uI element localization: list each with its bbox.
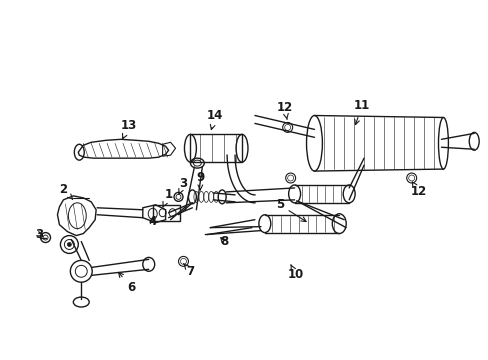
Text: 5: 5: [275, 198, 305, 221]
Text: 11: 11: [353, 99, 369, 125]
Text: 12: 12: [410, 182, 426, 198]
Text: 8: 8: [220, 235, 228, 248]
Bar: [190, 134, 242, 162]
Text: 3: 3: [36, 228, 43, 241]
Text: 1: 1: [163, 188, 172, 207]
Text: 3: 3: [179, 177, 187, 194]
Text: 10: 10: [287, 265, 303, 281]
Text: 9: 9: [196, 171, 204, 190]
Text: 12: 12: [276, 101, 292, 120]
Text: 4: 4: [148, 215, 157, 228]
Text: 6: 6: [118, 273, 135, 294]
Text: 13: 13: [121, 119, 137, 139]
Text: 14: 14: [206, 109, 223, 130]
Text: 2: 2: [59, 184, 72, 199]
Ellipse shape: [67, 243, 71, 247]
Bar: [152, 205, 180, 221]
Text: 7: 7: [183, 264, 194, 278]
